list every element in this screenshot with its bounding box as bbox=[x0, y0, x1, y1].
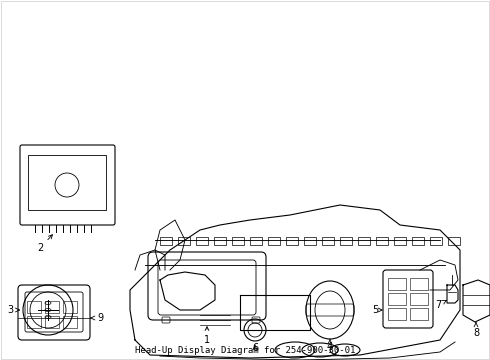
Text: 3: 3 bbox=[7, 305, 19, 315]
Bar bbox=[27, 301, 41, 313]
Bar bbox=[63, 301, 77, 313]
Bar bbox=[410, 293, 428, 305]
Bar bbox=[388, 293, 406, 305]
Text: 8: 8 bbox=[473, 323, 479, 338]
Bar bbox=[410, 308, 428, 320]
Bar bbox=[448, 237, 460, 245]
Text: 2: 2 bbox=[37, 235, 52, 253]
Bar bbox=[214, 237, 226, 245]
Bar bbox=[304, 237, 316, 245]
Bar bbox=[27, 316, 41, 328]
Text: Head-Up Display Diagram for 254-900-30-01: Head-Up Display Diagram for 254-900-30-0… bbox=[135, 346, 355, 355]
Bar bbox=[45, 316, 59, 328]
Bar bbox=[196, 237, 208, 245]
Bar bbox=[268, 237, 280, 245]
Bar bbox=[358, 237, 370, 245]
Bar bbox=[322, 237, 334, 245]
Bar bbox=[232, 237, 244, 245]
Text: 9: 9 bbox=[91, 313, 103, 323]
Bar bbox=[286, 237, 298, 245]
Bar bbox=[388, 308, 406, 320]
Text: 7: 7 bbox=[435, 300, 446, 310]
Bar bbox=[412, 237, 424, 245]
Bar bbox=[250, 237, 262, 245]
Bar bbox=[28, 155, 106, 210]
Text: 4: 4 bbox=[327, 339, 333, 352]
Bar bbox=[430, 237, 442, 245]
Bar bbox=[376, 237, 388, 245]
Bar bbox=[63, 316, 77, 328]
Bar bbox=[388, 278, 406, 290]
Bar bbox=[340, 237, 352, 245]
Bar bbox=[45, 301, 59, 313]
Bar bbox=[160, 237, 172, 245]
Text: 6: 6 bbox=[252, 343, 258, 353]
Bar bbox=[178, 237, 190, 245]
Bar bbox=[410, 278, 428, 290]
Text: 1: 1 bbox=[204, 327, 210, 345]
Bar bbox=[394, 237, 406, 245]
Text: 5: 5 bbox=[372, 305, 382, 315]
